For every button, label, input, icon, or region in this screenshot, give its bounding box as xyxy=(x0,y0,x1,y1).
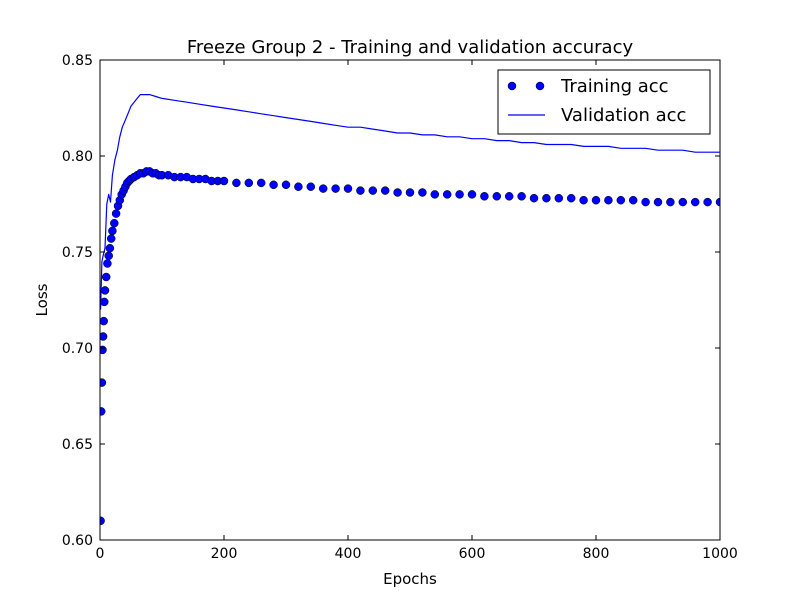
training-acc-point xyxy=(616,195,626,205)
legend-label-validation: Validation acc xyxy=(561,105,686,126)
training-acc-point xyxy=(653,197,663,207)
x-tick-label: 400 xyxy=(335,546,362,562)
training-acc-point xyxy=(393,188,402,197)
chart-title: Freeze Group 2 - Training and validation… xyxy=(187,37,634,58)
x-tick-label: 1000 xyxy=(702,546,738,562)
training-acc-point xyxy=(554,193,564,203)
training-acc-point xyxy=(405,188,415,197)
legend-marker-training xyxy=(535,81,545,91)
training-acc-point xyxy=(430,190,440,199)
training-acc-point xyxy=(604,195,613,205)
y-tick-label: 0.70 xyxy=(62,341,93,357)
training-acc-point xyxy=(232,178,241,188)
training-acc-point xyxy=(579,195,588,205)
x-tick-label: 200 xyxy=(211,546,238,562)
y-tick-label: 0.85 xyxy=(62,53,93,69)
training-acc-point xyxy=(666,197,675,207)
training-acc-point xyxy=(110,218,119,228)
training-acc-point xyxy=(108,226,117,236)
legend-box xyxy=(497,69,711,135)
y-axis-label: Loss xyxy=(33,283,51,316)
training-acc-point xyxy=(105,243,115,253)
y-tick-label: 0.65 xyxy=(62,437,93,453)
x-tick-label: 800 xyxy=(583,546,610,562)
training-acc-point xyxy=(331,184,340,193)
training-acc-point xyxy=(690,197,700,207)
training-acc-point xyxy=(101,272,111,282)
training-acc-point xyxy=(566,193,576,203)
training-acc-point xyxy=(100,286,110,295)
training-acc-point xyxy=(281,180,291,190)
training-acc-point xyxy=(542,193,551,203)
training-acc-point xyxy=(455,190,464,199)
y-tick-label: 0.60 xyxy=(62,533,93,549)
training-acc-point xyxy=(529,193,539,203)
training-acc-point xyxy=(219,176,229,186)
training-acc-point xyxy=(318,184,328,193)
training-acc-point xyxy=(418,188,427,197)
training-acc-point xyxy=(100,316,108,326)
training-acc-point xyxy=(111,209,121,218)
training-acc-point xyxy=(678,197,688,207)
training-acc-point xyxy=(294,182,303,191)
training-acc-point xyxy=(368,186,378,195)
x-tick-label: 600 xyxy=(459,546,486,562)
training-acc-point xyxy=(442,190,452,199)
training-acc-point xyxy=(256,178,266,188)
training-acc-point xyxy=(467,190,477,199)
training-acc-point xyxy=(103,259,112,268)
training-acc-point xyxy=(306,182,316,191)
y-tick-label: 0.75 xyxy=(62,245,93,261)
training-acc-point xyxy=(703,197,712,207)
training-acc-point xyxy=(104,251,113,261)
x-tick-label: 0 xyxy=(96,546,105,562)
training-acc-point xyxy=(100,297,109,307)
training-acc-point xyxy=(100,516,105,526)
training-acc-point xyxy=(269,180,278,190)
x-axis-label: Epochs xyxy=(383,570,437,588)
y-tick-label: 0.80 xyxy=(62,149,93,165)
training-acc-point xyxy=(106,234,116,243)
training-acc-point xyxy=(356,186,365,195)
training-acc-point xyxy=(492,192,502,201)
training-acc-point xyxy=(641,197,650,207)
training-acc-point xyxy=(591,195,601,205)
training-acc-point xyxy=(244,178,254,188)
validation-acc-line xyxy=(100,93,720,310)
legend-marker-training xyxy=(507,81,517,91)
training-acc-point xyxy=(343,184,353,193)
training-acc-point xyxy=(504,192,514,201)
training-acc-point xyxy=(380,186,390,195)
training-acc-point xyxy=(480,192,489,201)
training-acc-point xyxy=(100,332,108,341)
training-acc-point xyxy=(100,378,107,387)
training-acc-point xyxy=(628,195,638,205)
plot-frame xyxy=(99,59,721,541)
legend-label-training: Training acc xyxy=(560,76,669,97)
legend: Training acc Validation acc xyxy=(497,69,711,135)
training-acc-point xyxy=(517,192,526,201)
training-acc-point xyxy=(715,197,720,207)
training-acc-point xyxy=(100,407,106,416)
axes: 0 200 400 600 800 1000 0.60 0.65 0.70 0.75 0.80 0.8… xyxy=(62,53,738,562)
